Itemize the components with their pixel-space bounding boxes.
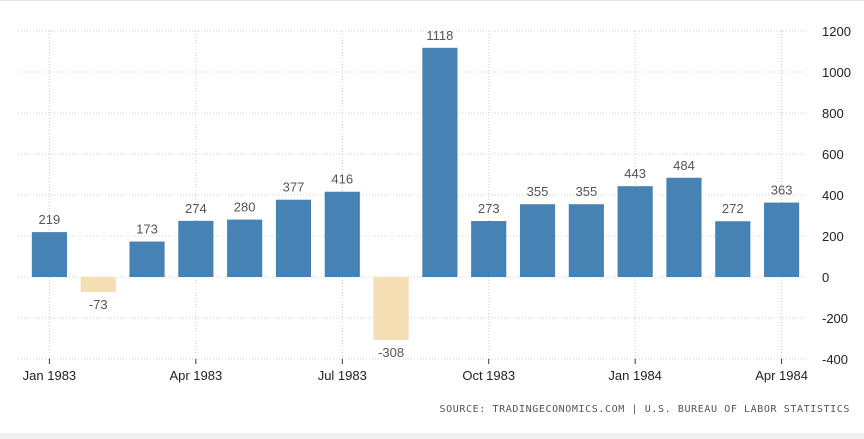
bar-value-label: 363: [771, 183, 793, 198]
bar-value-label: 377: [283, 180, 305, 195]
y-tick-label: 800: [822, 106, 844, 121]
bar[interactable]: [568, 204, 604, 277]
bar-value-label: 443: [624, 166, 646, 181]
x-tick-label: Apr 1983: [169, 368, 222, 383]
bar[interactable]: [519, 204, 556, 277]
x-tick-label: Apr 1984: [755, 368, 808, 383]
bar-value-label: 274: [185, 201, 207, 216]
y-axis-ticks: 1200 1000 800 600 400 200 0 -200 -400: [822, 24, 851, 367]
bar-value-label: 484: [673, 158, 695, 173]
y-tick-label: 0: [822, 270, 829, 285]
bar[interactable]: [617, 186, 653, 277]
grid: [18, 30, 806, 360]
bar-value-label: 173: [136, 222, 158, 237]
bar-value-label: -73: [89, 297, 108, 312]
bar[interactable]: [31, 232, 67, 277]
bar-value-label: 273: [478, 201, 500, 216]
bar[interactable]: [422, 47, 458, 278]
bottom-border: [0, 433, 864, 439]
bar[interactable]: [129, 241, 165, 277]
x-tick-label: Jan 1984: [608, 368, 662, 383]
y-tick-label: 1200: [822, 24, 851, 39]
bar-value-label: 280: [234, 200, 256, 215]
bar[interactable]: [227, 219, 263, 277]
x-axis-ticks: Jan 1983 Apr 1983 Jul 1983 Oct 1983 Jan 1984…: [23, 359, 808, 383]
y-tick-label: 600: [822, 147, 844, 162]
y-tick-label: 200: [822, 229, 844, 244]
bar[interactable]: [80, 277, 116, 292]
y-tick-label: 400: [822, 188, 844, 203]
bar-value-label: 416: [331, 172, 353, 187]
bar[interactable]: [666, 177, 702, 277]
bar[interactable]: [373, 277, 409, 341]
bar-value-label: 272: [722, 201, 744, 216]
bar-value-label: 1118: [426, 28, 453, 43]
bar-value-label: -308: [378, 345, 404, 360]
x-tick-label: Jul 1983: [318, 368, 367, 383]
bar[interactable]: [324, 191, 360, 277]
y-tick-label: 1000: [822, 65, 851, 80]
y-tick-label: -400: [822, 352, 848, 367]
bar[interactable]: [764, 202, 800, 277]
y-tick-label: -200: [822, 311, 848, 326]
bar-chart: 219 -73 173 274 280 377 416 -308 1118 273 355 355 44…: [18, 24, 851, 383]
x-tick-label: Oct 1983: [462, 368, 515, 383]
top-border: [0, 0, 864, 1]
bar-value-label: 219: [39, 212, 61, 227]
bars: [31, 47, 800, 341]
bar[interactable]: [178, 220, 214, 277]
data-labels: 219 -73 173 274 280 377 416 -308 1118 273 355 355 44…: [39, 28, 793, 360]
x-tick-label: Jan 1983: [23, 368, 77, 383]
bar[interactable]: [471, 221, 507, 277]
bar[interactable]: [275, 199, 312, 277]
source-note: SOURCE: TRADINGECONOMICS.COM | U.S. BURE…: [439, 404, 850, 415]
bar[interactable]: [715, 221, 751, 277]
bar-value-label: 355: [575, 184, 597, 199]
bar-value-label: 355: [527, 184, 549, 199]
